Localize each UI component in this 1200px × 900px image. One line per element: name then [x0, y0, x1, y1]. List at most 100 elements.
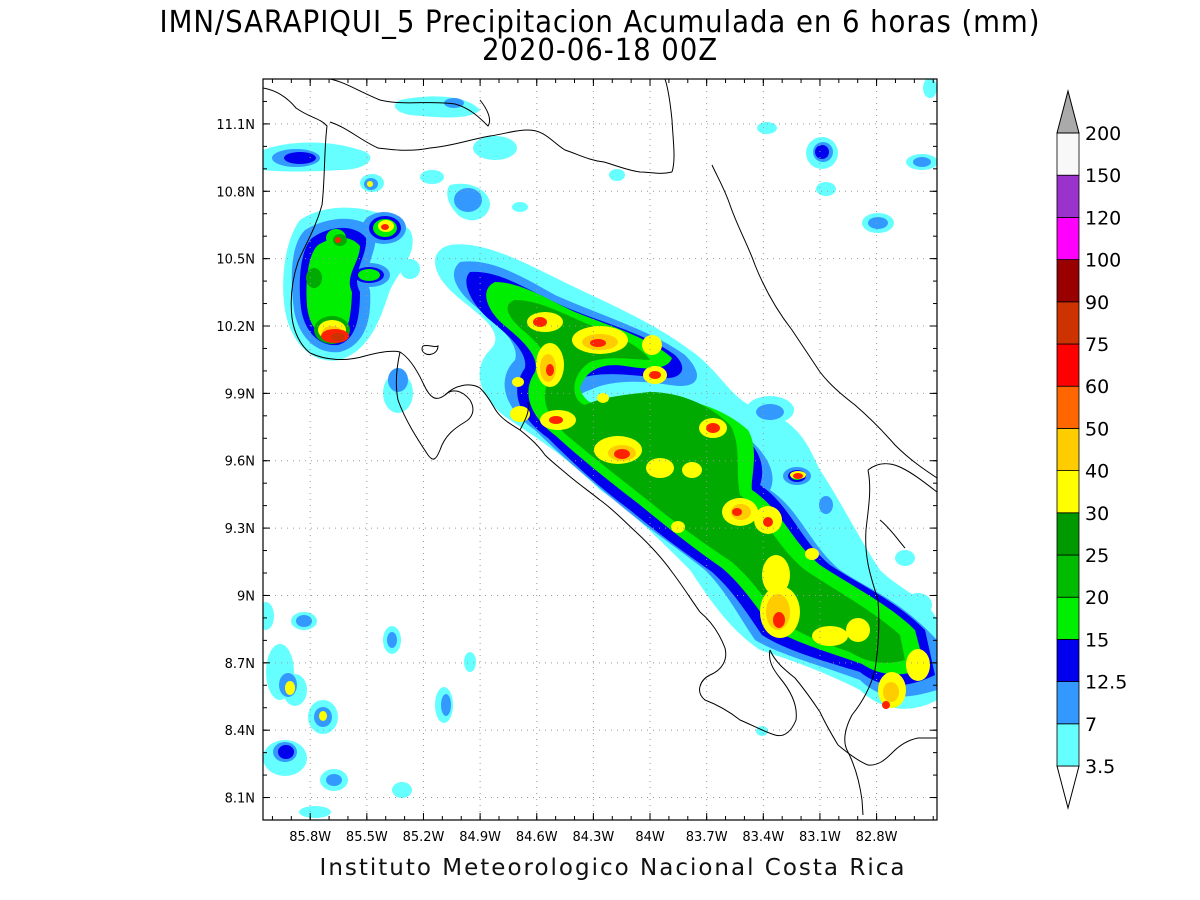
panama-border: [844, 469, 880, 816]
legend-label: 60: [1085, 376, 1109, 398]
map-title: IMN/SARAPIQUI_5 Precipitacion Acumulada …: [159, 5, 1041, 40]
osa-peninsula: [769, 649, 839, 746]
rain-core-yellow: [646, 458, 674, 478]
rain-core-red: [732, 508, 742, 516]
rain-cell-blue: [819, 496, 833, 514]
lat-tick-label: 9.6N: [225, 455, 255, 470]
credit-text: Instituto Meteorologico Nacional Costa R…: [319, 855, 907, 881]
rain-core-orange: [883, 682, 899, 702]
rain-cell-cyan: [757, 122, 777, 134]
legend-label: 25: [1085, 545, 1109, 567]
rain-cell-blue: [454, 188, 482, 212]
rain-core-red: [614, 449, 630, 459]
legend-swatch: [1056, 596, 1080, 640]
rain-cell-cyan: [473, 136, 517, 160]
pacific-coast-south: [635, 531, 797, 737]
latitude-labels: 11.1N 10.8N 10.5N 10.2N 9.9N 9.6N 9.3N 9N 8.7N 8.…: [216, 118, 255, 807]
color-legend: 3.5 7 12.5 15 20 25 30 40 50 60 75 90 100 120 150 200: [1056, 89, 1127, 810]
lat-tick-label: 10.5N: [216, 253, 255, 268]
lat-tick-label: 9.3N: [225, 522, 255, 537]
legend-label: 200: [1085, 123, 1121, 145]
bocas-islands: [879, 519, 906, 549]
lat-tick-label: 10.8N: [216, 185, 255, 200]
rain-core-yellow: [671, 521, 685, 533]
rain-nw-green: [306, 237, 360, 340]
rain-cell-cyan: [464, 652, 476, 672]
rain-core-yellow: [319, 711, 327, 721]
lon-tick-label: 84.3W: [572, 830, 614, 845]
rain-core-red: [549, 416, 563, 424]
rain-cell-cyan: [392, 782, 412, 798]
lon-tick-label: 82.8W: [856, 830, 898, 845]
rain-core-yellow: [682, 462, 702, 478]
rain-cell-darkgreen: [306, 268, 322, 288]
golfo-dulce-coast: [837, 737, 937, 766]
rain-core-red: [882, 701, 890, 709]
rain-cell-blue: [913, 157, 931, 167]
rain-cell-darkblue: [815, 145, 829, 159]
nicoya-gulf-coast: [309, 350, 637, 533]
rain-cell-blue: [326, 774, 342, 786]
caribbean-coast-north: [664, 79, 675, 173]
legend-swatch: [1056, 259, 1080, 303]
lon-tick-label: 83.4W: [742, 830, 784, 845]
nicaragua-pacific-coast: [263, 87, 328, 354]
legend-swatch: [1056, 723, 1080, 767]
rain-core-red: [793, 473, 803, 479]
rain-core-red: [773, 612, 785, 628]
rain-cell-cyan: [609, 169, 625, 181]
rain-core-red: [381, 224, 389, 230]
legend-over-arrow: [1056, 89, 1080, 134]
rain-cell-blue: [868, 217, 888, 229]
legend-label: 75: [1085, 334, 1109, 356]
legend-label: 40: [1085, 461, 1109, 483]
legend-swatch: [1056, 512, 1080, 556]
legend-label: 90: [1085, 292, 1109, 314]
graticule: [263, 79, 937, 820]
legend-swatch: [1056, 385, 1080, 429]
lon-tick-label: 83.7W: [686, 830, 728, 845]
rain-cell-blue: [388, 368, 408, 392]
legend-swatch: [1056, 216, 1080, 260]
lon-tick-label: 85.8W: [289, 830, 331, 845]
legend-label: 20: [1085, 587, 1109, 609]
legend-label: 12.5: [1085, 672, 1127, 694]
rain-core-yellow: [642, 335, 662, 355]
coastline-borders: [263, 79, 937, 816]
legend-swatch: [1056, 174, 1080, 218]
legend-swatch: [1056, 470, 1080, 514]
rain-core-yellow: [762, 555, 790, 595]
lat-tick-label: 10.2N: [216, 320, 255, 335]
legend-label: 120: [1085, 207, 1121, 229]
panama-caribbean: [867, 463, 937, 493]
rain-cell-cyan: [904, 593, 932, 617]
rain-cell-cyan: [512, 202, 528, 212]
lake-arenal: [421, 344, 439, 355]
rain-core-red: [546, 364, 554, 376]
lon-tick-label: 85.2W: [403, 830, 445, 845]
legend-label: 3.5: [1085, 756, 1115, 778]
gulf-inner: [519, 401, 529, 431]
lat-tick-label: 9N: [237, 589, 255, 604]
legend-label: 100: [1085, 250, 1121, 272]
lat-tick-label: 9.9N: [225, 387, 255, 402]
rain-core-yellow: [846, 618, 870, 642]
rain-cell-cyan: [816, 182, 836, 196]
plot-area: [263, 79, 937, 820]
rain-core-yellow: [906, 649, 930, 681]
legend-label: 30: [1085, 503, 1109, 525]
rain-cell-cyan: [895, 550, 915, 566]
nicaragua-costa-rica-border: [329, 121, 673, 174]
rain-core-yellow: [812, 626, 848, 646]
lake-nicaragua-shore: [329, 79, 491, 127]
rain-core-red: [649, 371, 661, 379]
rain-cell-blue: [296, 615, 312, 627]
legend-swatch: [1056, 554, 1080, 598]
rain-core-red: [763, 517, 773, 527]
rain-cell-blue: [441, 694, 451, 716]
lat-tick-label: 8.1N: [225, 792, 255, 807]
rain-core-yellow: [367, 181, 373, 187]
plot-frame: [262, 78, 938, 821]
rain-core-red: [590, 339, 606, 347]
